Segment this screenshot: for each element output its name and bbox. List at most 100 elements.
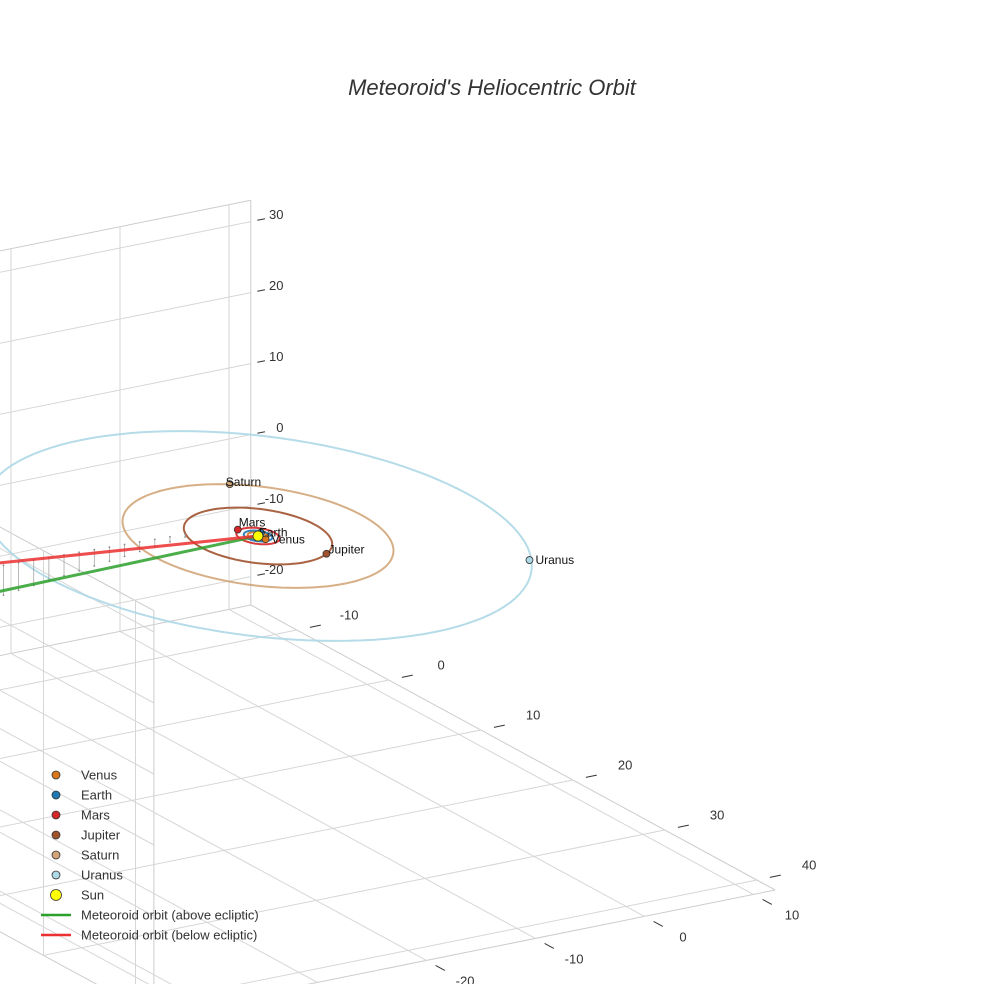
y-tick-label: 10 <box>785 907 799 922</box>
projection-foot-point <box>123 555 126 558</box>
body-label-uranus: Uranus <box>535 553 574 567</box>
x-tick-label: 30 <box>710 807 724 822</box>
legend-label: Venus <box>81 768 118 783</box>
legend-marker <box>51 830 61 840</box>
chart-title: Meteoroid's Heliocentric Orbit <box>348 75 637 100</box>
grid-line-y-floor <box>0 809 318 983</box>
legend-marker <box>51 790 61 800</box>
grid-line-x-floor <box>0 779 573 897</box>
projection-top-point <box>184 533 187 536</box>
grid-line-y-floor <box>228 608 754 895</box>
z-tick-mark <box>257 431 266 434</box>
legend-label: Uranus <box>81 868 123 883</box>
x-tick-mark <box>769 874 781 878</box>
meteoroid-orbit-below <box>0 534 260 565</box>
grid-line-y-floor <box>0 890 172 984</box>
y-tick-mark <box>762 898 773 905</box>
y-tick-label: -20 <box>456 973 475 984</box>
y-tick-mark <box>544 942 555 949</box>
body-label-earth: Earth <box>259 526 288 540</box>
projection-top-point <box>169 535 171 538</box>
orbit-jupiter <box>182 506 334 566</box>
x-tick-mark <box>493 724 505 728</box>
body-mars <box>233 525 242 534</box>
x-tick-mark <box>677 824 689 828</box>
grid-line-z-wall-a <box>0 505 251 557</box>
y-tick-mark <box>653 920 664 927</box>
projection-top-point <box>123 543 126 546</box>
legend-label: Meteoroid orbit (below ecliptic) <box>81 928 257 943</box>
projection-foot-point <box>17 589 20 592</box>
orbit-mars <box>235 526 281 546</box>
grid-line-y-floor <box>10 652 536 939</box>
grid-line-y-floor <box>0 728 427 961</box>
grid-line-x-floor <box>43 829 665 956</box>
grid-line-x-floor <box>239 879 757 984</box>
grid-line-z-wall-b <box>0 618 155 704</box>
projection-foot-point <box>138 550 141 553</box>
orbit-earth <box>242 529 274 543</box>
grid-line-z-wall-b <box>0 547 155 633</box>
body-jupiter <box>322 549 331 558</box>
grid-line-z-wall-a <box>0 576 251 628</box>
grid-line-z-wall-a <box>0 221 251 273</box>
legend-marker <box>51 850 61 860</box>
legend-label: Sun <box>81 888 104 903</box>
grid-line-z-wall-b <box>0 902 150 984</box>
grid-frame-edge <box>306 889 776 984</box>
z-tick-mark <box>257 360 266 363</box>
legend-label: Earth <box>81 788 112 803</box>
orbit-saturn <box>121 483 395 589</box>
projection-foot-point <box>108 560 111 563</box>
grid-layer <box>0 199 776 984</box>
grid-line-z-wall-b <box>0 831 155 917</box>
projection-top-point <box>93 548 96 551</box>
orbit-layer <box>0 430 533 642</box>
grid-line-z-wall-b <box>0 760 155 846</box>
projection-top-point <box>78 551 81 554</box>
grid-frame-edge <box>0 931 98 984</box>
z-tick-label: -20 <box>265 562 284 577</box>
y-tick-label: -10 <box>565 951 584 966</box>
grid-frame-edge <box>0 604 251 657</box>
projection-top-point <box>138 541 141 543</box>
z-tick-label: 20 <box>269 278 283 293</box>
z-tick-label: -10 <box>265 491 284 506</box>
z-tick-mark <box>257 573 266 576</box>
meteoroid-layer <box>0 534 260 593</box>
projection-top-point <box>2 564 5 567</box>
x-tick-mark <box>585 774 597 778</box>
legend-label: Meteoroid orbit (above ecliptic) <box>81 908 259 923</box>
x-tick-label: 10 <box>526 707 540 722</box>
grid-frame-edge <box>0 199 251 252</box>
grid-frame-edge <box>0 526 155 612</box>
projection-foot-point <box>169 540 171 543</box>
projection-foot-point <box>78 570 81 572</box>
y-tick-mark <box>435 964 446 971</box>
grid-line-x-floor <box>0 679 389 759</box>
projection-top-point <box>108 546 111 549</box>
body-label-jupiter: Jupiter <box>328 543 364 557</box>
legend-marker <box>51 870 61 880</box>
projection-lines <box>2 533 187 597</box>
x-tick-label: 0 <box>438 657 445 672</box>
legend-marker <box>51 770 61 780</box>
z-tick-label: 30 <box>269 207 283 222</box>
legend-marker <box>51 810 61 820</box>
legend-marker <box>50 889 62 901</box>
z-tick-label: 10 <box>269 349 283 364</box>
orbit-uranus <box>0 430 533 642</box>
grid-line-x-floor <box>0 729 481 828</box>
grid-line-x-floor <box>0 629 297 691</box>
body-label-venus: Venus <box>272 532 305 546</box>
grid-line-z-wall-a <box>0 363 251 415</box>
legend-label: Jupiter <box>81 828 121 843</box>
grid-frame-edge <box>250 604 776 891</box>
z-tick-label: 0 <box>276 420 283 435</box>
x-tick-mark <box>309 624 321 628</box>
grid-line-z-wall-a <box>0 292 251 344</box>
meteoroid-orbit-above <box>0 534 260 593</box>
